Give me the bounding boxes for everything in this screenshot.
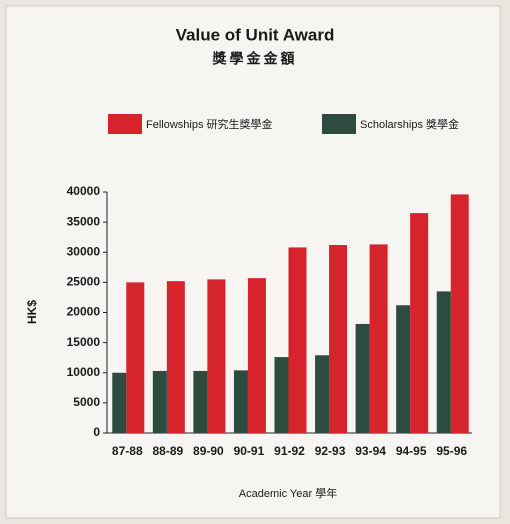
bar bbox=[112, 372, 127, 433]
x-tick-label: 95-96 bbox=[436, 444, 467, 458]
x-tick-label: 87-88 bbox=[112, 444, 143, 458]
x-tick-label: 94-95 bbox=[396, 444, 427, 458]
legend-swatch bbox=[322, 114, 356, 134]
bar bbox=[315, 355, 330, 433]
x-tick-label: 93-94 bbox=[355, 444, 386, 458]
bar bbox=[207, 279, 226, 433]
bar bbox=[369, 244, 388, 433]
legend-label: Scholarships 獎學金 bbox=[360, 117, 459, 131]
legend-label: Fellowships 研究生獎學金 bbox=[146, 117, 273, 131]
y-axis-label: HK$ bbox=[25, 300, 39, 324]
bar bbox=[410, 213, 429, 433]
y-tick-label: 40000 bbox=[67, 184, 101, 198]
bar bbox=[166, 281, 185, 433]
x-tick-label: 92-93 bbox=[315, 444, 346, 458]
x-tick-label: 90-91 bbox=[234, 444, 265, 458]
x-tick-label: 91-92 bbox=[274, 444, 305, 458]
x-tick-label: 88-89 bbox=[152, 444, 183, 458]
bar bbox=[126, 282, 145, 433]
y-tick-label: 30000 bbox=[67, 244, 101, 258]
chart-subtitle: 獎學金金額 bbox=[212, 51, 298, 67]
y-tick-label: 10000 bbox=[67, 365, 101, 379]
x-tick-label: 89-90 bbox=[193, 444, 224, 458]
bar bbox=[355, 323, 370, 433]
bar bbox=[274, 357, 289, 433]
chart-title: Value of Unit Award bbox=[176, 25, 335, 44]
bar bbox=[233, 370, 248, 433]
bar bbox=[152, 370, 167, 433]
y-tick-label: 15000 bbox=[67, 335, 101, 349]
bar bbox=[288, 247, 307, 433]
bar bbox=[193, 370, 208, 433]
legend-swatch bbox=[108, 114, 142, 134]
y-tick-label: 20000 bbox=[67, 305, 101, 319]
bar bbox=[396, 305, 411, 433]
bar bbox=[450, 194, 469, 433]
y-tick-label: 35000 bbox=[67, 214, 101, 228]
bar bbox=[436, 291, 451, 433]
y-tick-label: 0 bbox=[93, 425, 100, 439]
x-axis-label: Academic Year 學年 bbox=[239, 486, 337, 500]
bar bbox=[247, 278, 266, 433]
y-tick-label: 25000 bbox=[67, 275, 101, 289]
y-tick-label: 5000 bbox=[73, 395, 100, 409]
bar bbox=[329, 245, 348, 433]
